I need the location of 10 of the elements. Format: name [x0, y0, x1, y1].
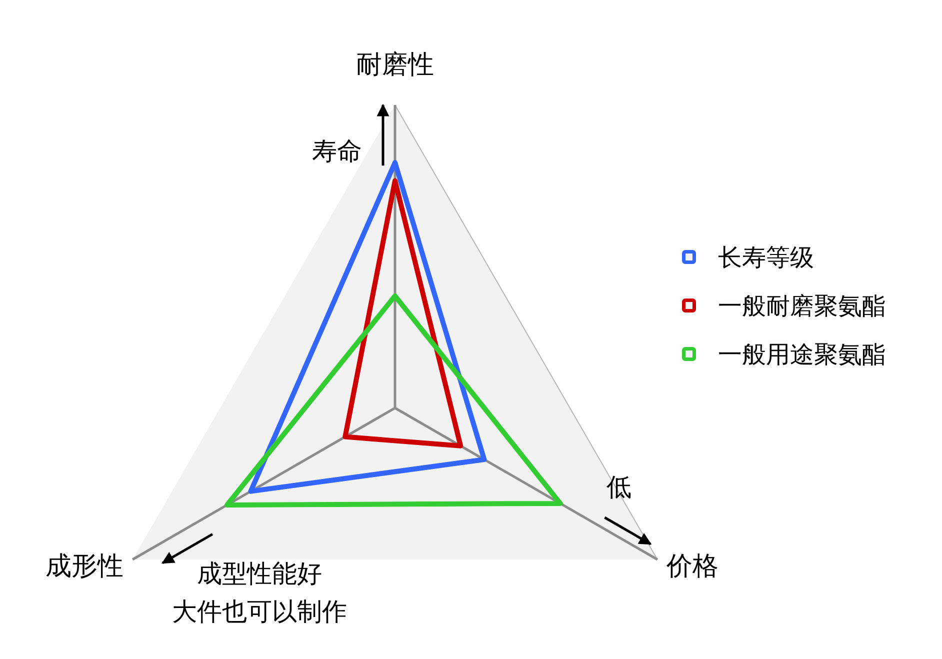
legend-label: 一般耐磨聚氨酯 — [718, 292, 886, 320]
legend-label: 长寿等级 — [718, 244, 814, 272]
text: 低 — [606, 472, 632, 502]
text: 寿命 — [312, 136, 362, 166]
legend-label: 一般用途聚氨酯 — [718, 340, 886, 368]
text: 成型性能好 — [196, 558, 322, 588]
text: 大件也可以制作 — [172, 596, 347, 626]
spoke-label: 价格 — [665, 552, 718, 582]
spoke-label: 耐磨性 — [356, 50, 434, 80]
spoke-label: 成形性 — [46, 552, 124, 582]
